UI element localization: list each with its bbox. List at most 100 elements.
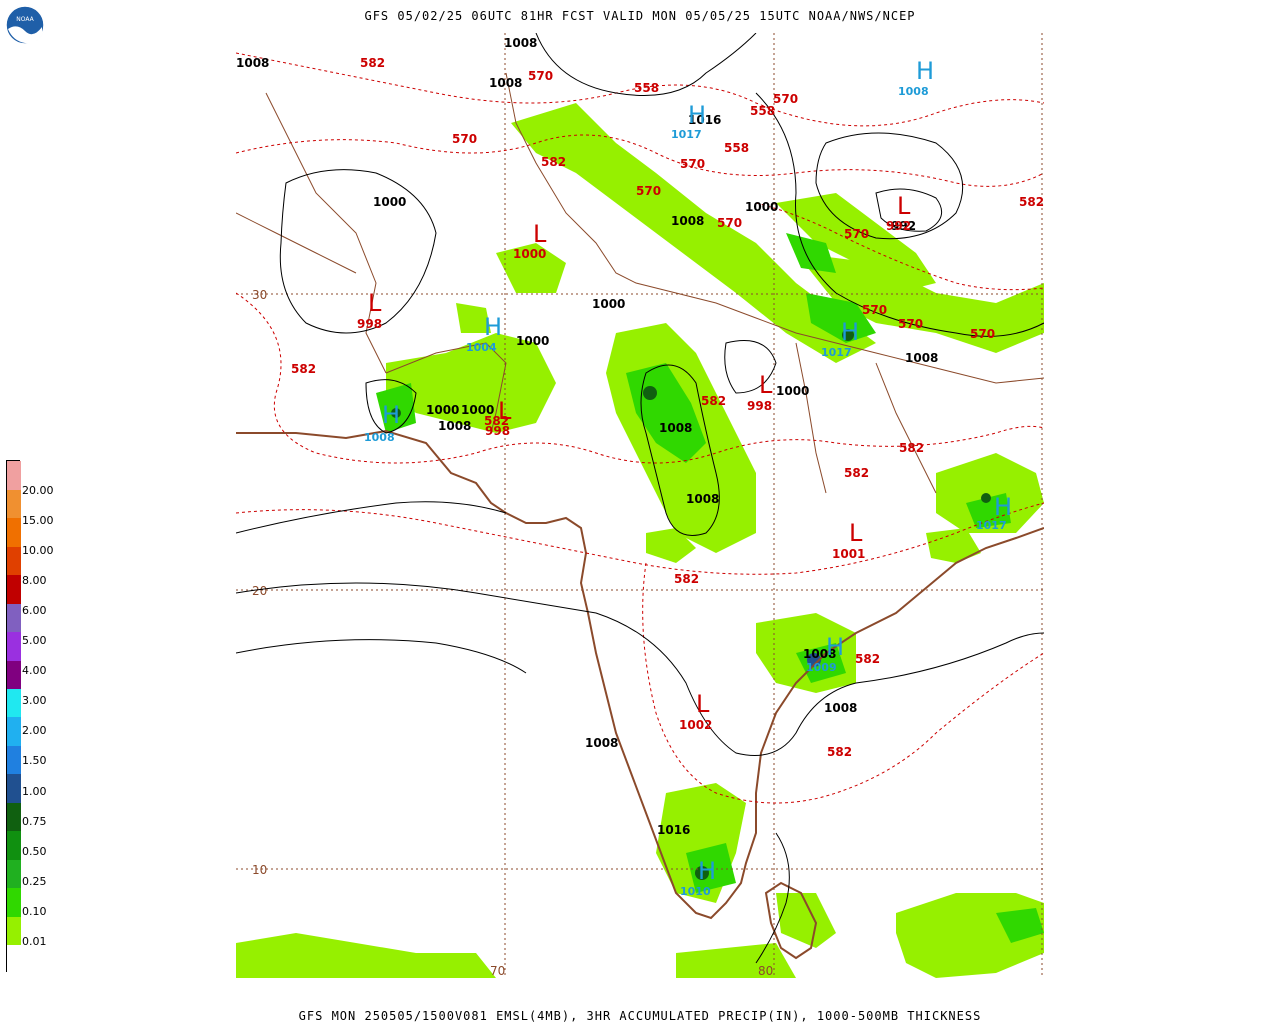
- thickness-label: 570: [636, 184, 661, 198]
- legend-swatch: [7, 717, 21, 746]
- lat-label-30: 30: [252, 288, 267, 302]
- high-pressure-value: 1017: [821, 346, 852, 359]
- thickness-label: 582: [360, 56, 385, 70]
- low-pressure-symbol: L: [368, 289, 382, 317]
- precip-areas: [236, 103, 1044, 978]
- legend-swatch: [7, 802, 21, 832]
- high-pressure-symbol: H: [916, 57, 934, 85]
- precip-peak: [391, 329, 991, 880]
- legend-swatch: [7, 517, 21, 547]
- thickness-label: 570: [680, 157, 705, 171]
- borders: [236, 72, 1044, 494]
- lat-label-10: 10: [252, 863, 267, 877]
- thickness-labels: 582 570 582 570 558 558 570 558 570 570 …: [291, 56, 1044, 759]
- high-pressure-value: 1010: [680, 885, 711, 898]
- lon-label-70: 70: [490, 964, 505, 978]
- high-pressure-symbol: H: [994, 493, 1012, 521]
- legend-swatch: [7, 574, 21, 604]
- low-pressure-symbol: L: [897, 192, 911, 220]
- thickness-label: 582: [855, 652, 880, 666]
- high-pressure-symbol: H: [698, 857, 716, 885]
- high-pressure-symbol: H: [382, 401, 400, 429]
- low-pressure-symbol: L: [498, 397, 512, 425]
- pressure-label: 1000: [426, 403, 459, 417]
- pressure-label: 1008: [803, 647, 836, 661]
- thickness-label: 570: [452, 132, 477, 146]
- thickness-label: 570: [717, 216, 742, 230]
- thickness-label: 558: [750, 104, 775, 118]
- thickness-label: 582: [484, 414, 509, 428]
- legend-swatch: [7, 859, 21, 889]
- thickness-label: 582: [899, 441, 924, 455]
- legend-label: 10.00: [22, 543, 54, 557]
- legend-label: 1.50: [22, 754, 47, 768]
- thickness-label: 558: [634, 81, 659, 95]
- legend-swatch: [7, 944, 21, 974]
- low-pressure-symbol: L: [696, 690, 710, 718]
- legend-label: 0.10: [22, 904, 47, 918]
- low-pressure-value: 1001: [832, 547, 865, 561]
- pressure-label: 1016: [657, 823, 690, 837]
- legend-label: 2.00: [22, 724, 47, 738]
- high-pressure-value: 1017: [976, 519, 1007, 532]
- pressure-label: 1016: [688, 113, 721, 127]
- pressure-label: 1000: [745, 200, 778, 214]
- low-pressure-value: 1000: [513, 247, 546, 261]
- legend-swatch: [7, 887, 21, 917]
- high-pressure-value: 1017: [671, 128, 702, 141]
- pressure-label: 1008: [504, 36, 537, 50]
- legend-swatch: [7, 688, 21, 718]
- pressure-label: 1008: [686, 492, 719, 506]
- pressure-label: 1008: [585, 736, 618, 750]
- legend-swatch: [7, 603, 21, 633]
- pressure-label: 1008: [489, 76, 522, 90]
- legend-swatch: [7, 745, 21, 775]
- noaa-logo-text: NOAA: [16, 16, 34, 23]
- legend-swatch: [7, 830, 21, 860]
- thickness-label: 582: [844, 466, 869, 480]
- low-pressure-symbol: L: [533, 220, 547, 248]
- low-pressure-symbol: L: [759, 371, 773, 399]
- pressure-label: 1008: [659, 421, 692, 435]
- legend-label: 20.00: [22, 483, 54, 497]
- thickness-label: 582: [291, 362, 316, 376]
- thickness-label: 570: [528, 69, 553, 83]
- low-pressure-symbol: L: [849, 519, 863, 547]
- legend-label: 1.00: [22, 784, 47, 798]
- legend-swatch: [7, 489, 21, 519]
- pressure-label: 992: [891, 219, 916, 233]
- lat-label-20: 20: [252, 584, 267, 598]
- pressure-label: 1008: [671, 214, 704, 228]
- legend-swatch: [7, 660, 21, 690]
- low-pressure-value: 998: [357, 317, 382, 331]
- legend-swatch: [7, 916, 21, 946]
- legend-label: 8.00: [22, 573, 47, 587]
- pressure-label: 1000: [373, 195, 406, 209]
- legend-label: 0.25: [22, 874, 47, 888]
- pressure-label: 1008: [438, 419, 471, 433]
- pressure-label: 1000: [461, 403, 494, 417]
- high-pressure-symbol: H: [484, 313, 502, 341]
- high-pressure-value: 1009: [806, 661, 837, 674]
- thickness-label: 582: [827, 745, 852, 759]
- high-pressure-value: 1008: [898, 85, 929, 98]
- high-pressure-symbol: H: [826, 633, 844, 661]
- legend-label: 5.00: [22, 634, 47, 647]
- low-pressure-value: 998: [485, 424, 510, 438]
- low-pressure-value: 1002: [679, 718, 712, 732]
- legend-swatch: [7, 461, 21, 490]
- pressure-label: 1008: [824, 701, 857, 715]
- noaa-logo: NOAA: [5, 5, 45, 45]
- precip-color-legend: [6, 460, 21, 974]
- thickness-label: 582: [674, 572, 699, 586]
- thickness-label: 558: [724, 141, 749, 155]
- high-pressure-symbol: H: [841, 318, 859, 346]
- low-pressure-value: 998: [747, 399, 772, 413]
- pressure-label: 1000: [592, 297, 625, 311]
- thickness-label: 570: [970, 327, 995, 341]
- legend-swatch: [7, 546, 21, 576]
- thickness-label: 582: [541, 155, 566, 169]
- pressure-label: 1000: [516, 334, 549, 348]
- high-pressure-value: 1004: [466, 341, 497, 354]
- chart-footer: GFS MON 250505/1500V081 EMSL(4MB), 3HR A…: [298, 1009, 982, 1023]
